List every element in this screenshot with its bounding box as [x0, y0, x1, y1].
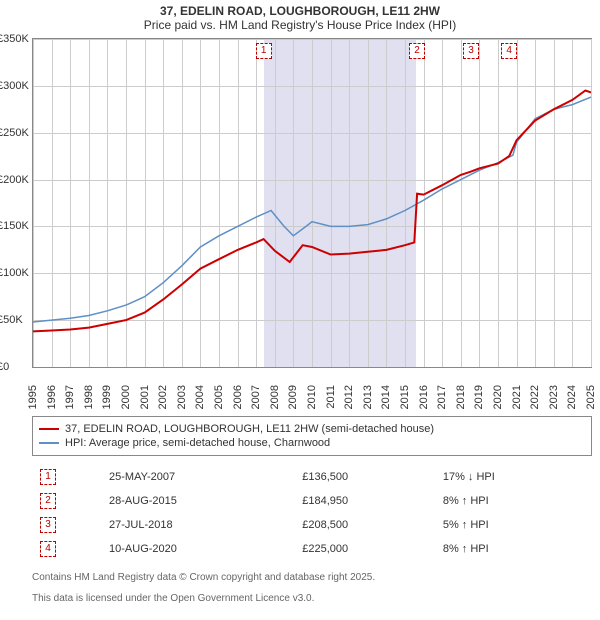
- x-axis-label: 2017: [436, 385, 448, 409]
- sale-marker: 1: [256, 43, 272, 59]
- x-axis-label: 2019: [473, 385, 485, 409]
- footer-line-2: This data is licensed under the Open Gov…: [32, 593, 592, 604]
- chart-subtitle: Price paid vs. HM Land Registry's House …: [0, 18, 600, 34]
- footer-line-1: Contains HM Land Registry data © Crown c…: [32, 572, 592, 583]
- y-axis-label: £150K: [0, 220, 29, 232]
- x-axis-label: 2013: [362, 385, 374, 409]
- y-axis-label: £200K: [0, 174, 29, 186]
- sale-marker: 4: [501, 43, 517, 59]
- x-axis-label: 2004: [194, 385, 206, 409]
- legend-label-1: 37, EDELIN ROAD, LOUGHBOROUGH, LE11 2HW …: [65, 423, 434, 435]
- sales-table: 1 25-MAY-2007£136,50017% ↓ HPI 2 28-AUG-201…: [32, 464, 592, 562]
- x-axis-label: 2023: [548, 385, 560, 409]
- y-axis-label: £300K: [0, 80, 29, 92]
- sale-price: £208,500: [296, 514, 435, 536]
- x-axis-label: 2007: [250, 385, 262, 409]
- sale-date: 27-JUL-2018: [103, 514, 294, 536]
- x-axis-label: 2000: [120, 385, 132, 409]
- table-row: 1 25-MAY-2007£136,50017% ↓ HPI: [34, 466, 590, 488]
- x-axis-label: 1999: [101, 385, 113, 409]
- sale-marker-icon: 3: [40, 517, 56, 533]
- x-axis-label: 2003: [176, 385, 188, 409]
- x-axis-label: 2012: [343, 385, 355, 409]
- sale-pct: 5% ↑ HPI: [437, 514, 590, 536]
- x-axis-label: 2011: [325, 385, 337, 409]
- x-axis-label: 2015: [399, 385, 411, 409]
- table-row: 3 27-JUL-2018£208,5005% ↑ HPI: [34, 514, 590, 536]
- x-axis-label: 2014: [380, 385, 392, 409]
- sale-marker-icon: 4: [40, 541, 56, 557]
- legend: 37, EDELIN ROAD, LOUGHBOROUGH, LE11 2HW …: [32, 416, 592, 456]
- x-axis-label: 2018: [455, 385, 467, 409]
- x-axis-label: 2025: [585, 385, 597, 409]
- y-axis-label: £50K: [0, 314, 29, 326]
- sale-price: £184,950: [296, 490, 435, 512]
- y-axis-label: £100K: [0, 267, 29, 279]
- sale-date: 10-AUG-2020: [103, 538, 294, 560]
- y-axis-label: £350K: [0, 33, 29, 45]
- table-row: 4 10-AUG-2020£225,0008% ↑ HPI: [34, 538, 590, 560]
- x-axis-label: 2006: [232, 385, 244, 409]
- sale-pct: 8% ↑ HPI: [437, 490, 590, 512]
- y-axis-label: £0: [0, 361, 29, 373]
- legend-swatch-2: [39, 442, 59, 444]
- sale-date: 28-AUG-2015: [103, 490, 294, 512]
- x-axis-label: 2010: [306, 385, 318, 409]
- x-axis-label: 1995: [27, 385, 39, 409]
- x-axis-label: 2001: [139, 385, 151, 409]
- x-axis-label: 2024: [566, 385, 578, 409]
- sale-price: £225,000: [296, 538, 435, 560]
- table-row: 2 28-AUG-2015£184,9508% ↑ HPI: [34, 490, 590, 512]
- legend-swatch-1: [39, 428, 59, 430]
- x-axis-label: 2022: [529, 385, 541, 409]
- y-axis-label: £250K: [0, 127, 29, 139]
- sale-marker-icon: 1: [40, 469, 56, 485]
- x-axis-label: 2005: [213, 385, 225, 409]
- sale-marker-icon: 2: [40, 493, 56, 509]
- sale-date: 25-MAY-2007: [103, 466, 294, 488]
- x-axis-label: 1998: [83, 385, 95, 409]
- x-axis-label: 2020: [492, 385, 504, 409]
- sale-pct: 17% ↓ HPI: [437, 466, 590, 488]
- x-axis-label: 1997: [64, 385, 76, 409]
- sale-pct: 8% ↑ HPI: [437, 538, 590, 560]
- x-axis-label: 2021: [511, 385, 523, 409]
- x-axis-label: 2016: [418, 385, 430, 409]
- x-axis-label: 2002: [157, 385, 169, 409]
- sale-marker: 3: [463, 43, 479, 59]
- legend-label-2: HPI: Average price, semi-detached house,…: [65, 437, 330, 449]
- x-axis-label: 2009: [287, 385, 299, 409]
- line-chart: £0£50K£100K£150K£200K£250K£300K£350K1995…: [32, 38, 592, 368]
- sale-price: £136,500: [296, 466, 435, 488]
- x-axis-label: 2008: [269, 385, 281, 409]
- x-axis-label: 1996: [46, 385, 58, 409]
- sale-marker: 2: [409, 43, 425, 59]
- chart-title: 37, EDELIN ROAD, LOUGHBOROUGH, LE11 2HW: [0, 0, 600, 18]
